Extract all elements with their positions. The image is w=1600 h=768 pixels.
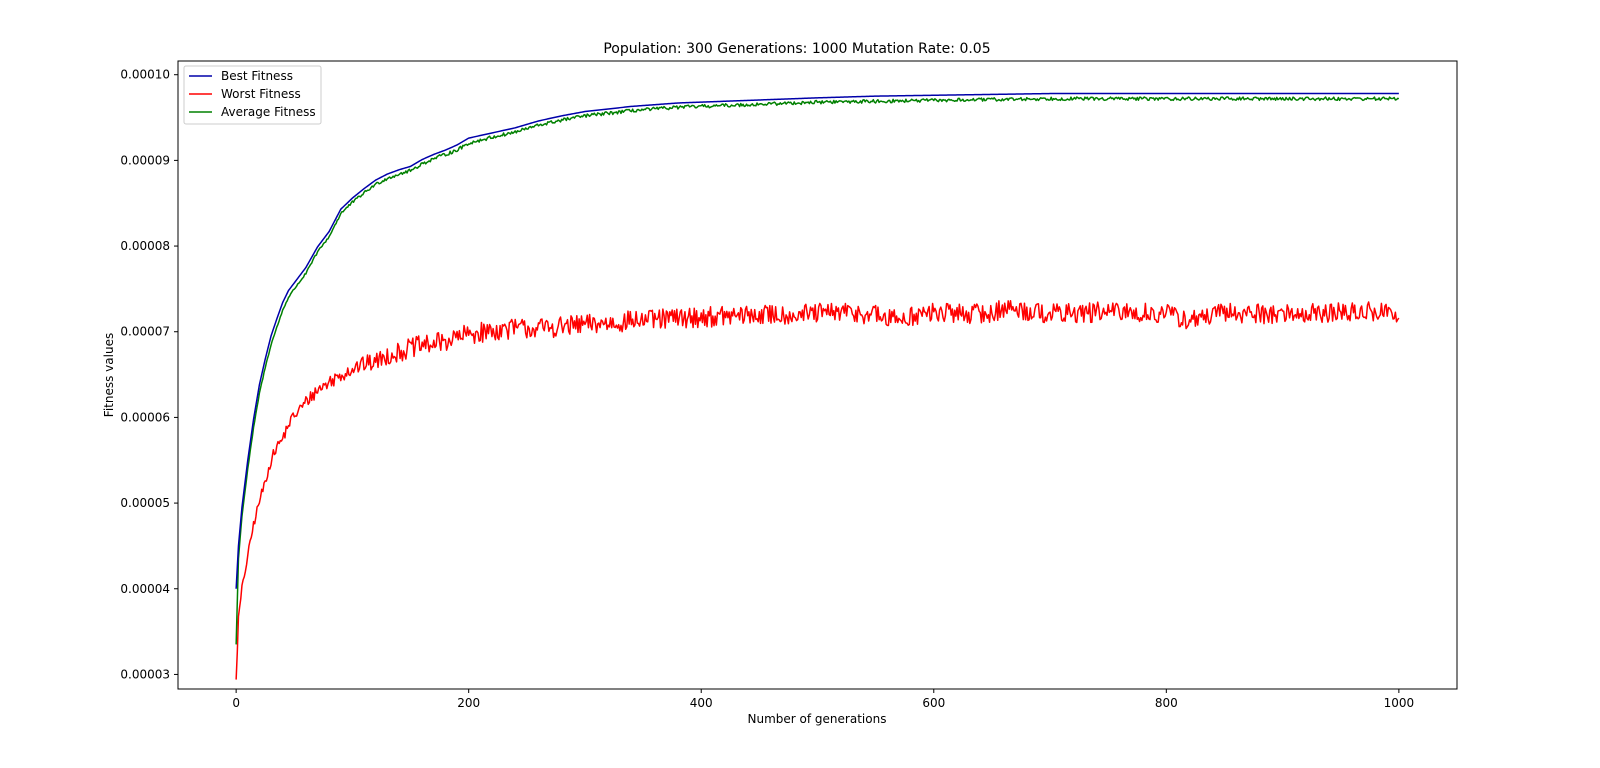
x-axis-label: Number of generations [748, 712, 887, 726]
y-tick-label: 0.00003 [120, 667, 170, 681]
chart-title: Population: 300 Generations: 1000 Mutati… [603, 41, 990, 57]
y-axis-label: Fitness values [102, 333, 116, 417]
x-tick-label: 1000 [1384, 696, 1415, 710]
legend-label-best: Best Fitness [221, 69, 293, 83]
y-tick-label: 0.00005 [120, 496, 170, 510]
plot-frame [177, 60, 1458, 690]
plot-lines [235, 92, 1400, 680]
x-tick-label: 600 [922, 696, 945, 710]
x-axis-ticks: 0 200 400 600 800 1000 [232, 689, 1414, 710]
x-tick-label: 0 [232, 696, 240, 710]
legend-label-worst: Worst Fitness [221, 87, 301, 101]
x-tick-label: 800 [1155, 696, 1178, 710]
x-tick-label: 200 [457, 696, 480, 710]
x-tick-label: 400 [690, 696, 713, 710]
series-line-best-fitness [235, 92, 1399, 589]
y-tick-label: 0.00006 [120, 410, 170, 424]
series-line-worst-fitness [235, 300, 1400, 680]
y-tick-label: 0.00008 [120, 239, 170, 253]
y-tick-label: 0.00007 [120, 325, 170, 339]
legend-box [183, 65, 322, 125]
y-tick-label: 0.00010 [120, 68, 170, 82]
legend-label-average: Average Fitness [221, 105, 316, 119]
y-tick-label: 0.00009 [120, 153, 170, 167]
series-line-average-fitness [235, 96, 1400, 645]
legend: Best Fitness Worst Fitness Average Fitne… [183, 65, 322, 125]
y-tick-label: 0.00004 [120, 582, 170, 596]
y-axis-ticks: 0.00003 0.00004 0.00005 0.00006 0.00007 0.000… [120, 68, 178, 681]
